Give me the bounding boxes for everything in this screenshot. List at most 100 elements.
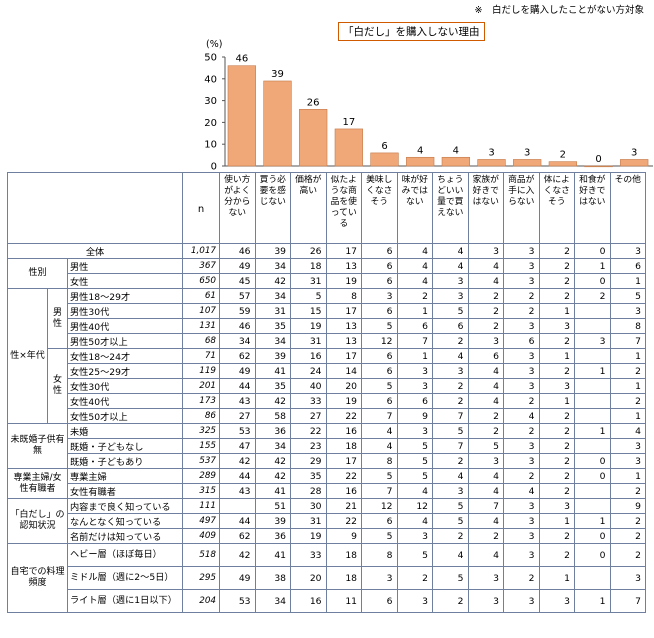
cell-value: 5 (609, 288, 647, 304)
sample-size: 155 (182, 438, 221, 454)
y-axis-label: (%) (206, 39, 222, 50)
data-label: 3 (631, 147, 637, 158)
cell-value: 44 (219, 378, 256, 394)
cell-value: 6 (503, 333, 540, 349)
row-label: 既婚・子どもあり (66, 453, 184, 469)
cell-value: 3 (467, 333, 505, 349)
cell-value: 4 (503, 483, 540, 499)
cell-value: 0 (574, 453, 611, 469)
cell-value: 1 (609, 348, 647, 364)
column-header: 価格が高い (290, 172, 327, 244)
cell-value: 33 (290, 543, 327, 567)
sample-size: 111 (182, 498, 221, 514)
cell-value: 8 (361, 453, 398, 469)
cell-value: 6 (396, 318, 434, 334)
cell-value: 2 (609, 363, 647, 379)
subgroup-label: 男性 (47, 288, 68, 349)
cell-value: 35 (254, 378, 292, 394)
cell-value: 2 (432, 378, 469, 394)
cell-value: 7 (361, 483, 398, 499)
sample-size: 119 (182, 363, 221, 379)
cell-value: 16 (290, 589, 327, 613)
cell-value: 3 (503, 378, 540, 394)
subgroup-label: 女性 (47, 348, 68, 424)
table-row: 男性30代 107 59 31 15 17 6 1 5 2 2 1 3 (8, 303, 647, 319)
cell-value: 22 (290, 423, 327, 439)
sample-size: 131 (182, 318, 221, 334)
cell-value: 6 (361, 258, 398, 274)
sample-size: 289 (182, 468, 221, 484)
cell-value: 3 (467, 243, 505, 259)
cell-value: 4 (396, 483, 434, 499)
cell-value: 34 (254, 258, 292, 274)
cell-value: 7 (609, 333, 647, 349)
cell-value (574, 438, 611, 454)
cell-value: 35 (290, 468, 327, 484)
cell-value: 3 (396, 423, 434, 439)
cell-value: 29 (290, 453, 327, 469)
cell-value: 4 (432, 258, 469, 274)
cell-value: 6 (361, 393, 398, 409)
cell-value: 45 (219, 273, 256, 289)
table-row: 女性 女性18～24才 71 62 39 16 17 6 1 4 6 3 1 1 (8, 348, 647, 424)
table-row: 女性 650 45 42 31 19 6 4 3 4 3 2 0 1 (8, 273, 647, 289)
cell-value: 18 (325, 438, 363, 454)
cell-value (574, 303, 611, 319)
cell-value: 4 (467, 513, 505, 529)
data-label: 17 (342, 117, 355, 128)
cell-value: 38 (254, 566, 292, 590)
row-label: 名前だけは知っている (66, 528, 184, 544)
cell-value: 2 (574, 288, 611, 304)
cell-value: 2 (538, 423, 576, 439)
bar (441, 156, 470, 167)
cell-value: 7 (361, 408, 398, 424)
cell-value: 34 (219, 333, 256, 349)
cell-value: 36 (254, 423, 292, 439)
cell-value: 3 (609, 438, 647, 454)
cell-value: 1 (609, 408, 647, 424)
row-label: 女性18～24才 (66, 348, 184, 364)
row-label: 女性 (66, 273, 184, 289)
row-label: 女性30代 (66, 378, 184, 394)
chart-title: 「白だし」を購入しない理由 (338, 22, 485, 41)
cell-value: 18 (325, 543, 363, 567)
cell-value: 41 (254, 543, 292, 567)
cell-value (574, 498, 611, 514)
cell-value: 41 (254, 363, 292, 379)
cell-value: 3 (432, 363, 469, 379)
column-header: 似たような商品を使っている (325, 172, 363, 244)
cell-value: 3 (574, 333, 611, 349)
row-label: なんとなく知っている (66, 513, 184, 529)
cell-value: 4 (609, 423, 647, 439)
table-row: 全体 1,017 46 39 26 17 6 4 4 3 3 2 0 3 (6, 243, 647, 259)
cell-value: 3 (396, 363, 434, 379)
row-label: ヘビー層（ほぼ毎日） (66, 543, 184, 567)
data-label: 6 (381, 141, 387, 152)
column-header: その他 (609, 172, 647, 244)
cell-value (574, 408, 611, 424)
cell-value (219, 498, 256, 514)
cell-value (574, 348, 611, 364)
sample-size: 204 (182, 589, 221, 613)
cell-value: 59 (219, 303, 256, 319)
cell-value: 0 (574, 273, 611, 289)
cell-value: 2 (609, 528, 647, 544)
cell-value: 22 (325, 513, 363, 529)
cell-value: 2 (467, 288, 505, 304)
cell-value: 42 (219, 453, 256, 469)
table-row: なんとなく知っている 497 44 39 31 22 6 4 5 4 3 1 1 2 (8, 513, 647, 529)
data-label: 26 (307, 97, 320, 108)
cell-value: 2 (396, 566, 434, 590)
cell-value: 2 (609, 543, 647, 567)
cell-value: 2 (538, 543, 576, 567)
cell-value: 1 (538, 566, 576, 590)
table-row: 男性40代 131 46 35 19 13 5 6 6 2 3 3 8 (8, 318, 647, 334)
cell-value: 6 (467, 348, 505, 364)
cell-value: 2 (503, 423, 540, 439)
cell-value: 16 (290, 348, 327, 364)
bar (477, 159, 506, 167)
cell-value: 42 (254, 393, 292, 409)
row-label: 女性50才以上 (66, 408, 184, 424)
table-row: 「白だし」の認知状況 内容まで良く知っている 111 51 30 21 12 12 5 7 3 3 9 (7, 498, 647, 544)
cell-value: 22 (325, 468, 363, 484)
